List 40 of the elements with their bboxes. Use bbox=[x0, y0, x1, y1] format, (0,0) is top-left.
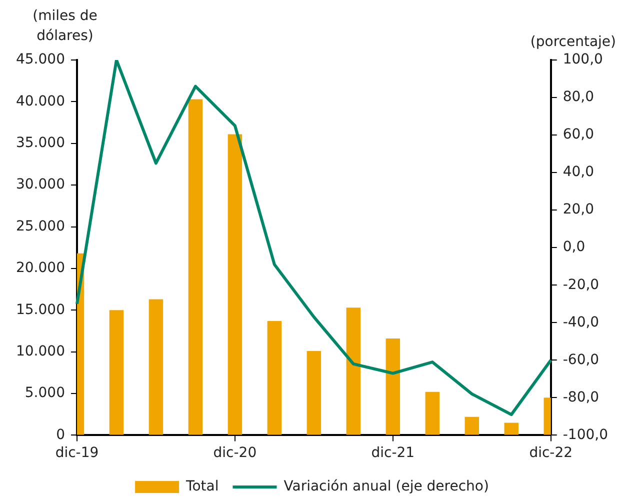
bar bbox=[504, 422, 518, 435]
y-tick-label: 20.000 bbox=[16, 260, 65, 276]
y-tick-label: 40.000 bbox=[16, 93, 65, 110]
x-tick-label: dic-22 bbox=[529, 445, 573, 462]
bar bbox=[464, 416, 479, 435]
y2-tick-label: -100,0 bbox=[562, 426, 608, 443]
y-tick-label: 15.000 bbox=[16, 302, 65, 318]
y-axis-title: (miles de dólares) bbox=[32, 7, 98, 46]
bar bbox=[425, 392, 440, 435]
bar bbox=[306, 350, 322, 435]
bar bbox=[267, 320, 282, 435]
y-tick-label: 10.000 bbox=[16, 343, 65, 360]
legend-label: Variación anual (eje derecho) bbox=[284, 478, 489, 495]
y-tick-label: 30.000 bbox=[16, 176, 65, 193]
bar bbox=[228, 134, 242, 435]
bar bbox=[386, 338, 400, 435]
x-tick-label: dic-20 bbox=[213, 445, 257, 462]
y2-axis-title: (porcentaje) bbox=[530, 33, 616, 52]
bar bbox=[346, 308, 361, 435]
y2-tick-label: 40,0 bbox=[562, 164, 594, 180]
y2-tick-label: 20,0 bbox=[562, 202, 594, 218]
y-tick-label: 25.000 bbox=[16, 218, 65, 234]
bar bbox=[148, 299, 164, 435]
y2-tick-label: 0,0 bbox=[562, 239, 586, 256]
y2-tick-label: -60,0 bbox=[562, 352, 600, 368]
y2-tick-label: -40,0 bbox=[562, 314, 600, 330]
x-tick-label: dic-21 bbox=[371, 445, 415, 462]
legend-label: Total bbox=[185, 478, 219, 495]
bar bbox=[188, 99, 203, 435]
y2-tick-label: -80,0 bbox=[562, 389, 600, 406]
y2-tick-label: 60,0 bbox=[562, 126, 594, 143]
y2-tick-label: 100,0 bbox=[562, 52, 603, 68]
y2-tick-label: 80,0 bbox=[562, 89, 594, 106]
x-tick-label: dic-19 bbox=[55, 445, 99, 462]
y-tick-label: 0 bbox=[56, 426, 65, 443]
y-tick-label: 5.000 bbox=[24, 385, 65, 402]
bar bbox=[109, 310, 124, 435]
y-tick-label: 35.000 bbox=[16, 135, 65, 152]
y2-tick-label: -20,0 bbox=[562, 276, 600, 293]
y-tick-label: 45.000 bbox=[16, 52, 65, 68]
